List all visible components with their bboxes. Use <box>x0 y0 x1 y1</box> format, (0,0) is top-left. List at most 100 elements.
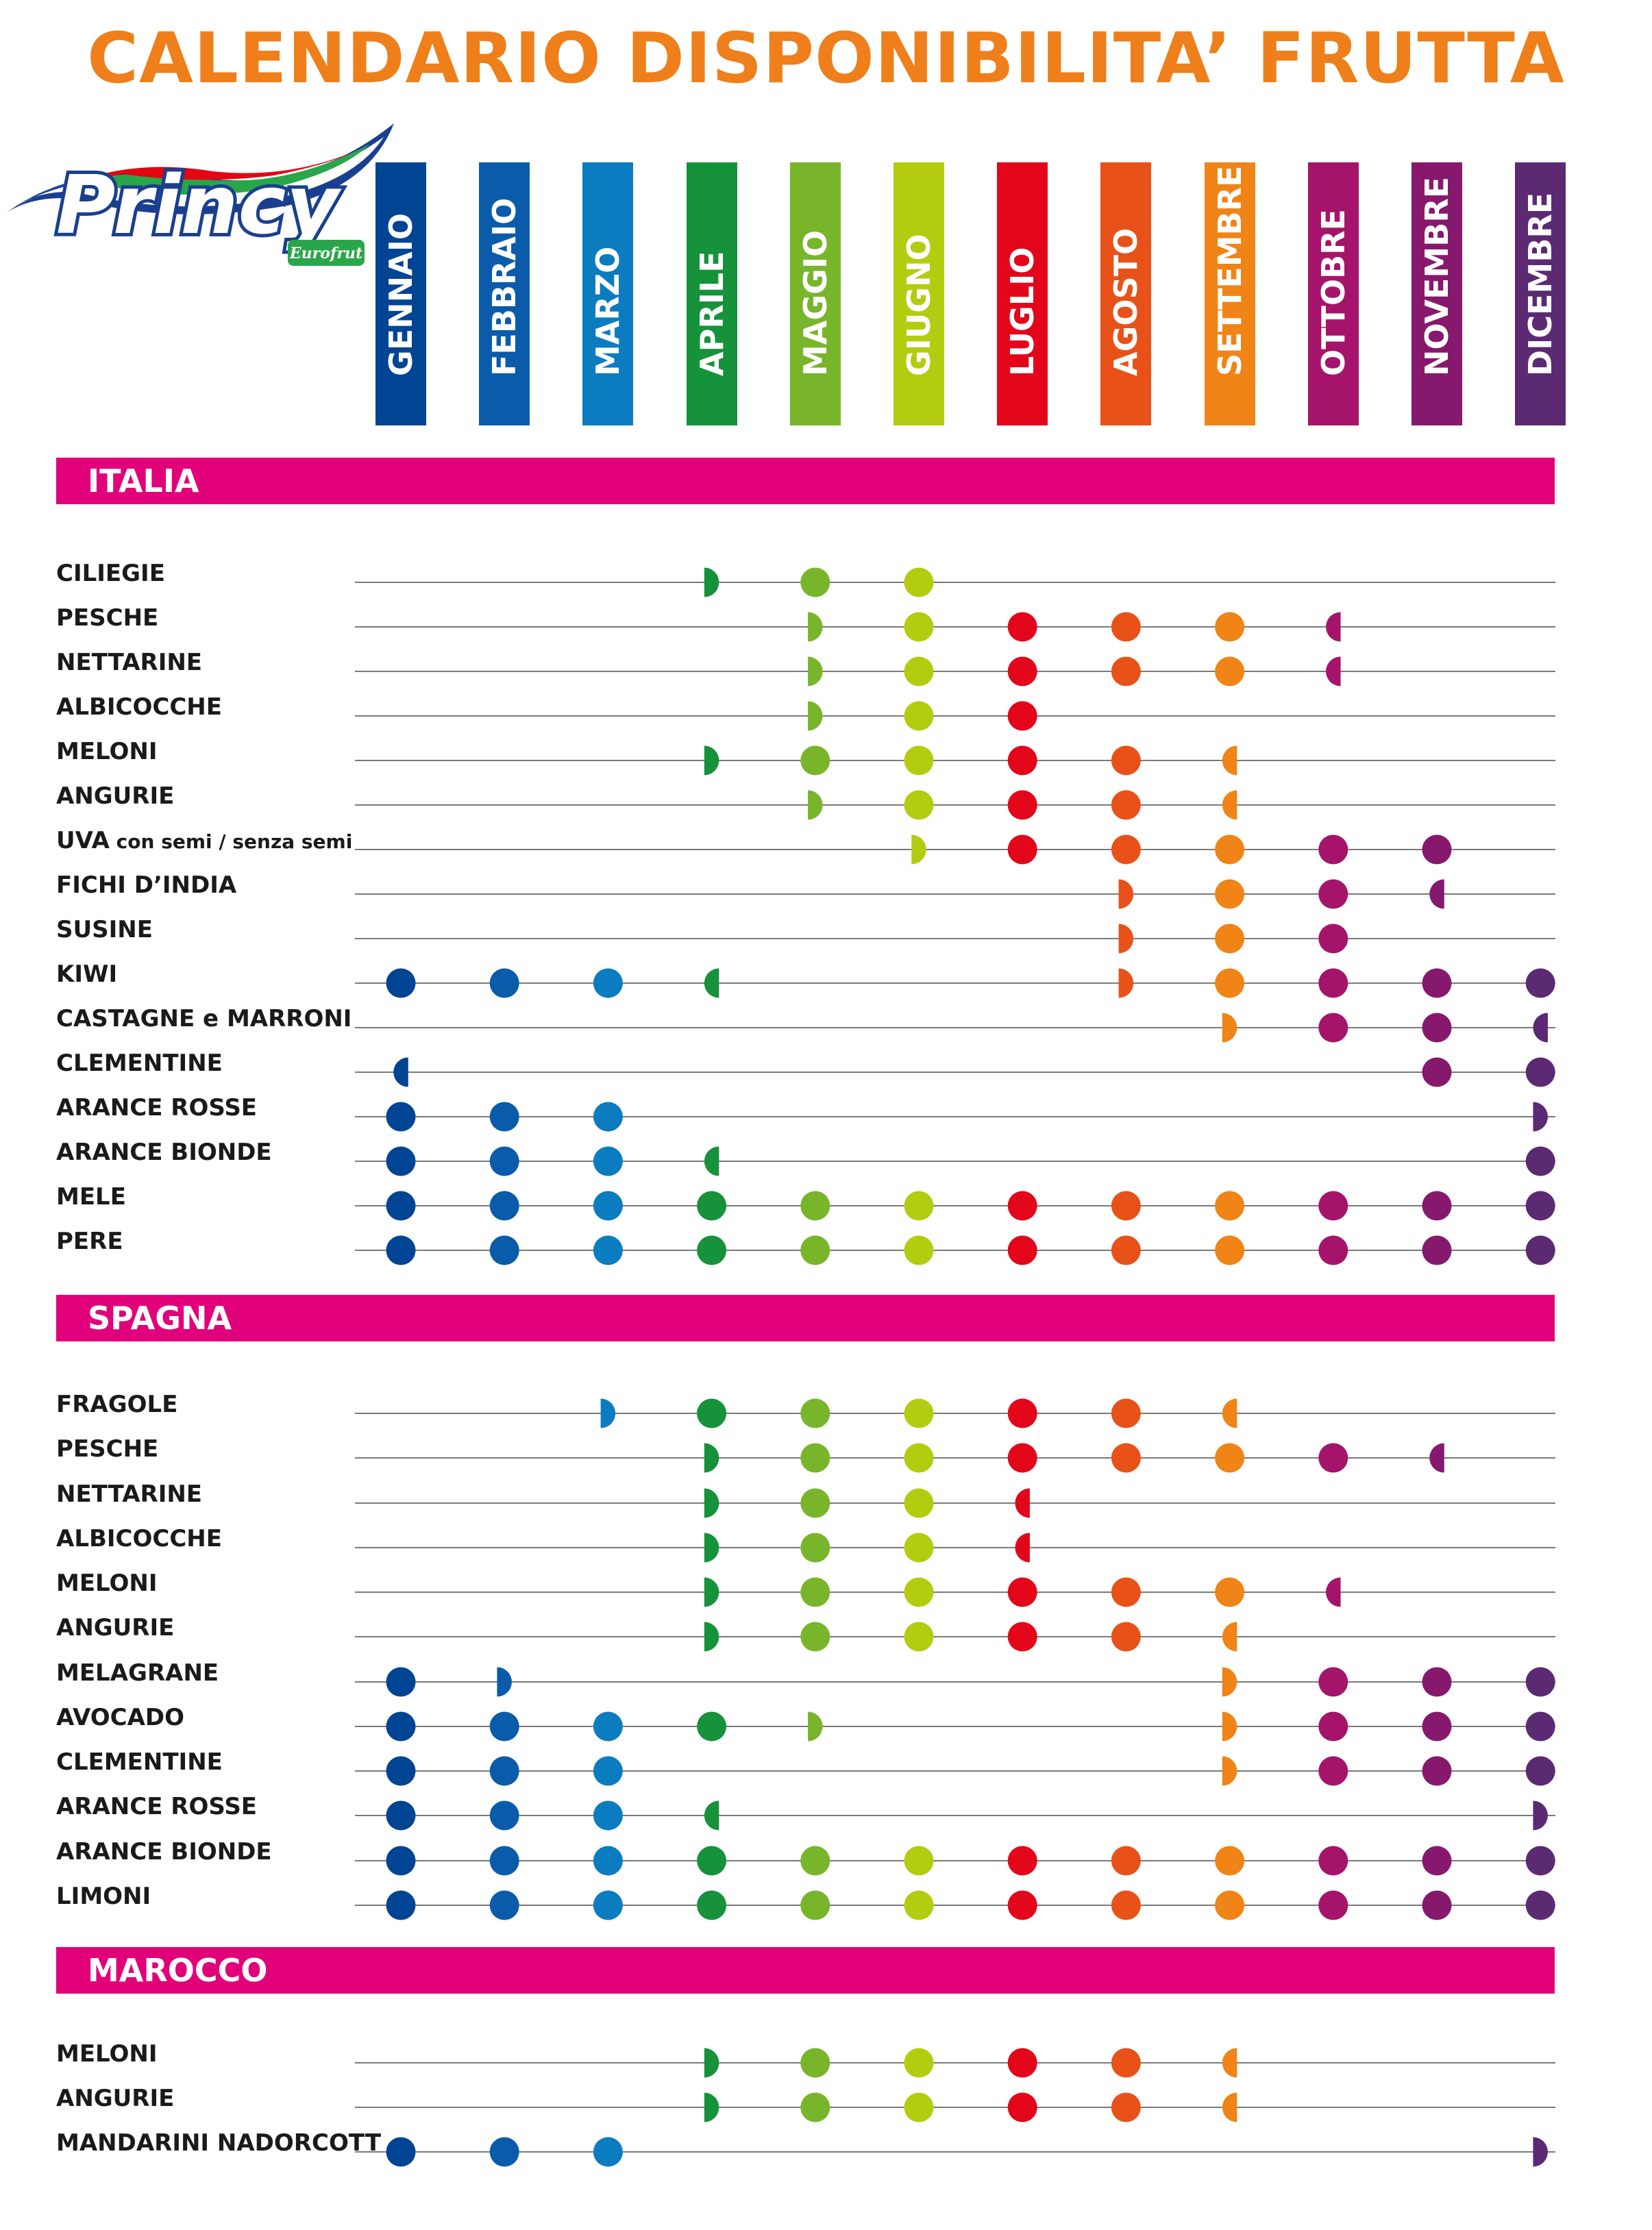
fruit-name-text: CASTAGNE e MARRONI <box>56 1005 352 1032</box>
availability-dot <box>1525 1756 1555 1786</box>
fruit-row: ANGURIE <box>0 1616 1652 1652</box>
season-start-half-dot <box>1533 1800 1548 1831</box>
availability-dot <box>489 1235 519 1265</box>
availability-dot <box>1318 834 1348 865</box>
availability-dot <box>1111 656 1141 686</box>
availability-dot <box>1318 1667 1348 1696</box>
season-start-half-dot <box>1118 879 1134 909</box>
fruit-row: NETTARINE <box>0 651 1652 686</box>
season-start-half-dot <box>808 701 823 731</box>
fruit-name: NETTARINE <box>56 651 202 674</box>
availability-dot <box>1111 2048 1141 2078</box>
availability-dot <box>904 1488 934 1517</box>
row-timeline <box>355 1502 1555 1504</box>
availability-dot <box>1318 1191 1348 1221</box>
availability-dot <box>800 1622 830 1652</box>
fruit-name-text: KIWI <box>56 961 118 988</box>
availability-dot <box>1318 879 1348 909</box>
row-timeline <box>355 2062 1555 2064</box>
availability-dot <box>593 1756 623 1786</box>
availability-marks <box>704 1443 1444 1473</box>
availability-dot <box>1007 1577 1037 1607</box>
availability-dot <box>1007 790 1037 820</box>
fruit-row: PERE <box>0 1230 1652 1265</box>
availability-marks <box>386 1846 1555 1875</box>
fruit-row: SUSINE <box>0 918 1652 954</box>
availability-dot <box>593 1191 623 1221</box>
availability-dot <box>489 1711 519 1742</box>
availability-dot <box>800 1533 830 1563</box>
availability-dot <box>1111 1443 1141 1473</box>
fruit-row: CLEMENTINE <box>0 1750 1652 1786</box>
availability-dot <box>593 1846 623 1875</box>
availability-dot <box>800 2048 830 2078</box>
season-end-half-dot <box>704 968 719 998</box>
row-timeline <box>355 2151 1555 2153</box>
month-bar-dicembre: DICEMBRE <box>1515 162 1566 425</box>
availability-dot <box>904 1577 934 1607</box>
availability-marks <box>386 1890 1555 1920</box>
availability-dot <box>1215 1577 1245 1607</box>
availability-dot <box>697 1711 727 1742</box>
availability-dot <box>1318 1235 1348 1265</box>
season-end-half-dot <box>1222 1622 1237 1652</box>
availability-dot <box>1525 1146 1555 1176</box>
fruit-name: MELAGRANE <box>56 1661 219 1685</box>
fruit-name: MELONI <box>56 2042 158 2066</box>
availability-dot <box>1215 924 1245 954</box>
fruit-row: MELE <box>0 1185 1652 1221</box>
fruit-name-text: MELAGRANE <box>56 1659 219 1687</box>
availability-dot <box>386 1756 416 1786</box>
availability-marks <box>386 1102 1548 1132</box>
row-timeline <box>355 849 1555 850</box>
fruit-name-text: SUSINE <box>56 916 153 943</box>
fruit-name-text: UVA <box>56 827 110 854</box>
fruit-row: CASTAGNE e MARRONI <box>0 1007 1652 1043</box>
availability-dot <box>386 1235 416 1265</box>
availability-marks <box>704 567 934 597</box>
season-start-half-dot <box>1533 1102 1548 1132</box>
season-start-half-dot <box>911 834 926 865</box>
availability-dot <box>904 567 934 597</box>
availability-dot <box>1007 1191 1037 1221</box>
row-timeline <box>355 804 1555 806</box>
month-label: GIUGNO <box>900 234 937 376</box>
fruit-name: MELE <box>56 1185 126 1209</box>
availability-dot <box>1215 879 1245 909</box>
availability-dot <box>1007 1443 1037 1473</box>
availability-dot <box>697 1191 727 1221</box>
availability-marks <box>386 1667 1555 1696</box>
availability-dot <box>697 1890 727 1920</box>
availability-dot <box>904 612 934 642</box>
fruit-name: ANGURIE <box>56 2087 174 2110</box>
row-timeline <box>355 1161 1555 1162</box>
season-end-half-dot <box>1015 1533 1030 1563</box>
availability-marks <box>386 1800 1548 1831</box>
availability-marks <box>704 1622 1237 1652</box>
fruit-name-text: ANGURIE <box>56 1614 175 1642</box>
season-end-half-dot <box>704 1146 719 1176</box>
availability-dot <box>904 1191 934 1221</box>
availability-dot <box>489 968 519 998</box>
availability-dot <box>386 1800 416 1831</box>
fruit-name: CASTAGNE e MARRONI <box>56 1007 352 1030</box>
availability-dot <box>1422 1235 1452 1265</box>
availability-dot <box>800 567 830 597</box>
month-label: NOVEMBRE <box>1418 176 1455 376</box>
availability-marks <box>808 790 1237 820</box>
availability-dot <box>1111 1398 1141 1428</box>
season-start-half-dot <box>1118 968 1134 998</box>
fruit-name-text: MELONI <box>56 1570 158 1597</box>
row-timeline <box>355 671 1555 672</box>
fruit-name-text: CLEMENTINE <box>56 1748 223 1776</box>
season-end-half-dot <box>1429 879 1444 909</box>
month-bar-agosto: AGOSTO <box>1100 162 1152 425</box>
month-bar-aprile: APRILE <box>686 162 737 425</box>
season-start-half-dot <box>704 1577 719 1607</box>
row-timeline <box>355 582 1555 583</box>
fruit-name: FICHI D’INDIA <box>56 874 236 897</box>
availability-dot <box>1318 1013 1348 1043</box>
season-end-half-dot <box>1429 1443 1444 1473</box>
season-start-half-dot <box>1222 1711 1237 1742</box>
fruit-row: MELONI <box>0 740 1652 776</box>
